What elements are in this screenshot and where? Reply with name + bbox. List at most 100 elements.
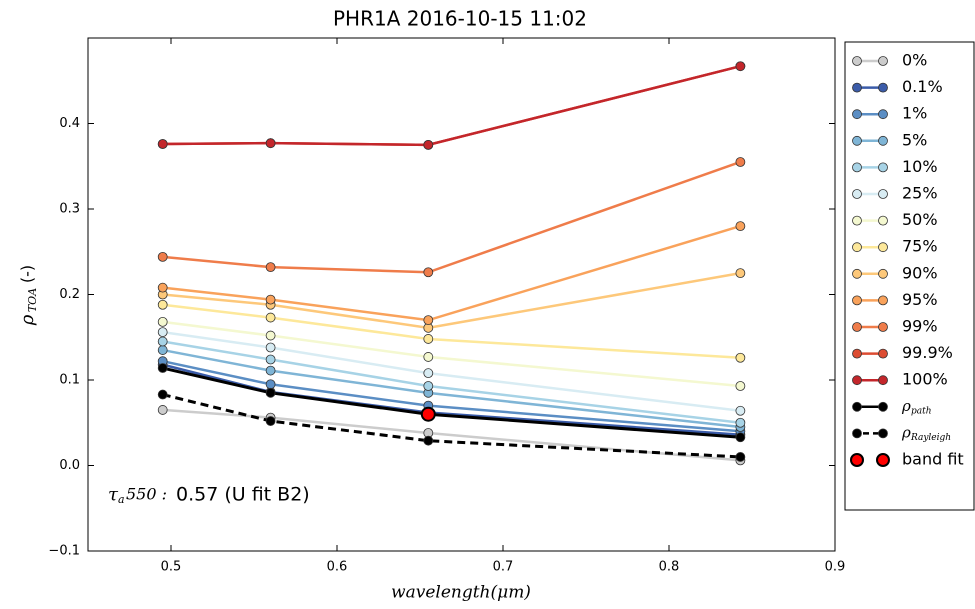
series-line — [162, 393, 741, 459]
legend-marker — [878, 135, 888, 146]
legend-marker — [852, 135, 862, 146]
legend-marker — [878, 109, 888, 120]
data-point — [265, 138, 276, 149]
legend-marker — [878, 348, 888, 359]
legend-marker — [878, 428, 888, 439]
data-point — [157, 389, 168, 400]
legend-label-sub: Rayleigh — [910, 433, 951, 443]
data-point — [423, 435, 434, 446]
data-point — [423, 352, 434, 362]
legend-label-sub: path — [911, 406, 932, 416]
series-line — [162, 160, 741, 274]
series-line — [162, 330, 741, 413]
series-line — [162, 65, 741, 147]
legend-label: 75% — [902, 237, 938, 256]
legend-marker — [852, 348, 862, 359]
series-line — [162, 65, 741, 147]
legend-label: 90% — [902, 263, 938, 282]
y-tick-label: −0.1 — [48, 544, 80, 559]
legend-marker — [852, 322, 862, 332]
series-line — [162, 224, 741, 322]
data-point — [423, 315, 434, 326]
data-point — [157, 336, 168, 347]
y-tick-label: 0.0 — [59, 458, 80, 473]
legend-label: 50% — [902, 210, 938, 229]
legend-label: 10% — [902, 157, 938, 176]
data-point — [265, 387, 276, 398]
series-line — [162, 359, 741, 433]
data-point — [735, 405, 746, 416]
data-point — [735, 352, 746, 363]
legend-label: 0% — [902, 51, 927, 70]
data-point — [157, 316, 168, 327]
legend-label: 1% — [902, 104, 927, 123]
data-point — [265, 330, 276, 341]
data-point — [735, 61, 746, 72]
legend-marker — [878, 322, 888, 332]
data-point — [157, 327, 168, 338]
chart-title: PHR1A 2016-10-15 11:02 — [333, 7, 587, 31]
data-point — [157, 282, 168, 293]
y-label-unit: (-) — [18, 265, 37, 283]
legend-marker — [878, 401, 888, 412]
legend-box — [844, 41, 975, 511]
y-axis-label: ρ TOA (-) — [17, 265, 39, 326]
legend-label: band fit — [902, 450, 964, 469]
legend-marker — [852, 428, 862, 439]
annotation-text: 0.57 (U fit B2) — [176, 484, 310, 506]
data-point — [735, 381, 746, 391]
annotation-sub: a — [118, 493, 125, 506]
data-point — [735, 157, 746, 167]
data-point — [157, 139, 168, 149]
data-point — [423, 381, 434, 391]
legend-marker — [852, 401, 862, 412]
series-line — [162, 366, 741, 439]
data-point — [423, 334, 434, 344]
legend-marker — [878, 162, 888, 173]
data-point — [735, 268, 746, 279]
legend-marker — [878, 215, 888, 226]
series-line — [162, 408, 741, 462]
legend-marker — [850, 453, 864, 467]
series-line — [162, 348, 741, 429]
legend-label: 99% — [902, 317, 938, 336]
data-point — [735, 452, 746, 462]
data-point — [265, 416, 276, 426]
data-point — [423, 139, 434, 150]
legend-marker — [852, 82, 862, 93]
y-tick-label: 0.2 — [59, 287, 80, 302]
annotation-symbol: τ — [108, 484, 119, 505]
legend-label: 0.1% — [902, 77, 943, 96]
data-point — [265, 365, 276, 376]
x-tick-label: 0.7 — [493, 560, 514, 575]
legend-marker — [876, 453, 890, 467]
series-line — [162, 303, 741, 360]
data-point — [265, 342, 276, 353]
data-point — [735, 432, 746, 443]
legend-marker — [878, 189, 888, 199]
data-point — [735, 221, 746, 232]
data-point — [157, 299, 168, 310]
data-point — [265, 379, 276, 390]
annotation-rest: 550 : — [126, 485, 167, 504]
x-tick-label: 0.6 — [327, 560, 348, 575]
x-tick-label: 0.5 — [161, 560, 182, 575]
legend-marker — [878, 375, 888, 386]
legend-marker — [852, 375, 862, 386]
legend-marker — [878, 82, 888, 93]
data-point — [423, 267, 434, 278]
legend-label: 25% — [902, 184, 938, 203]
legend-label: 95% — [902, 290, 938, 309]
y-tick-label: 0.4 — [59, 116, 80, 131]
data-point — [265, 294, 276, 305]
legend-marker — [878, 295, 888, 306]
legend-marker — [878, 56, 888, 66]
plot-frame — [87, 37, 836, 552]
data-point — [265, 354, 276, 365]
series-line — [162, 340, 741, 424]
x-tick-label: 0.8 — [659, 560, 680, 575]
legend-label: ρ — [901, 397, 911, 415]
data-point — [420, 406, 436, 422]
data-point — [423, 368, 434, 379]
